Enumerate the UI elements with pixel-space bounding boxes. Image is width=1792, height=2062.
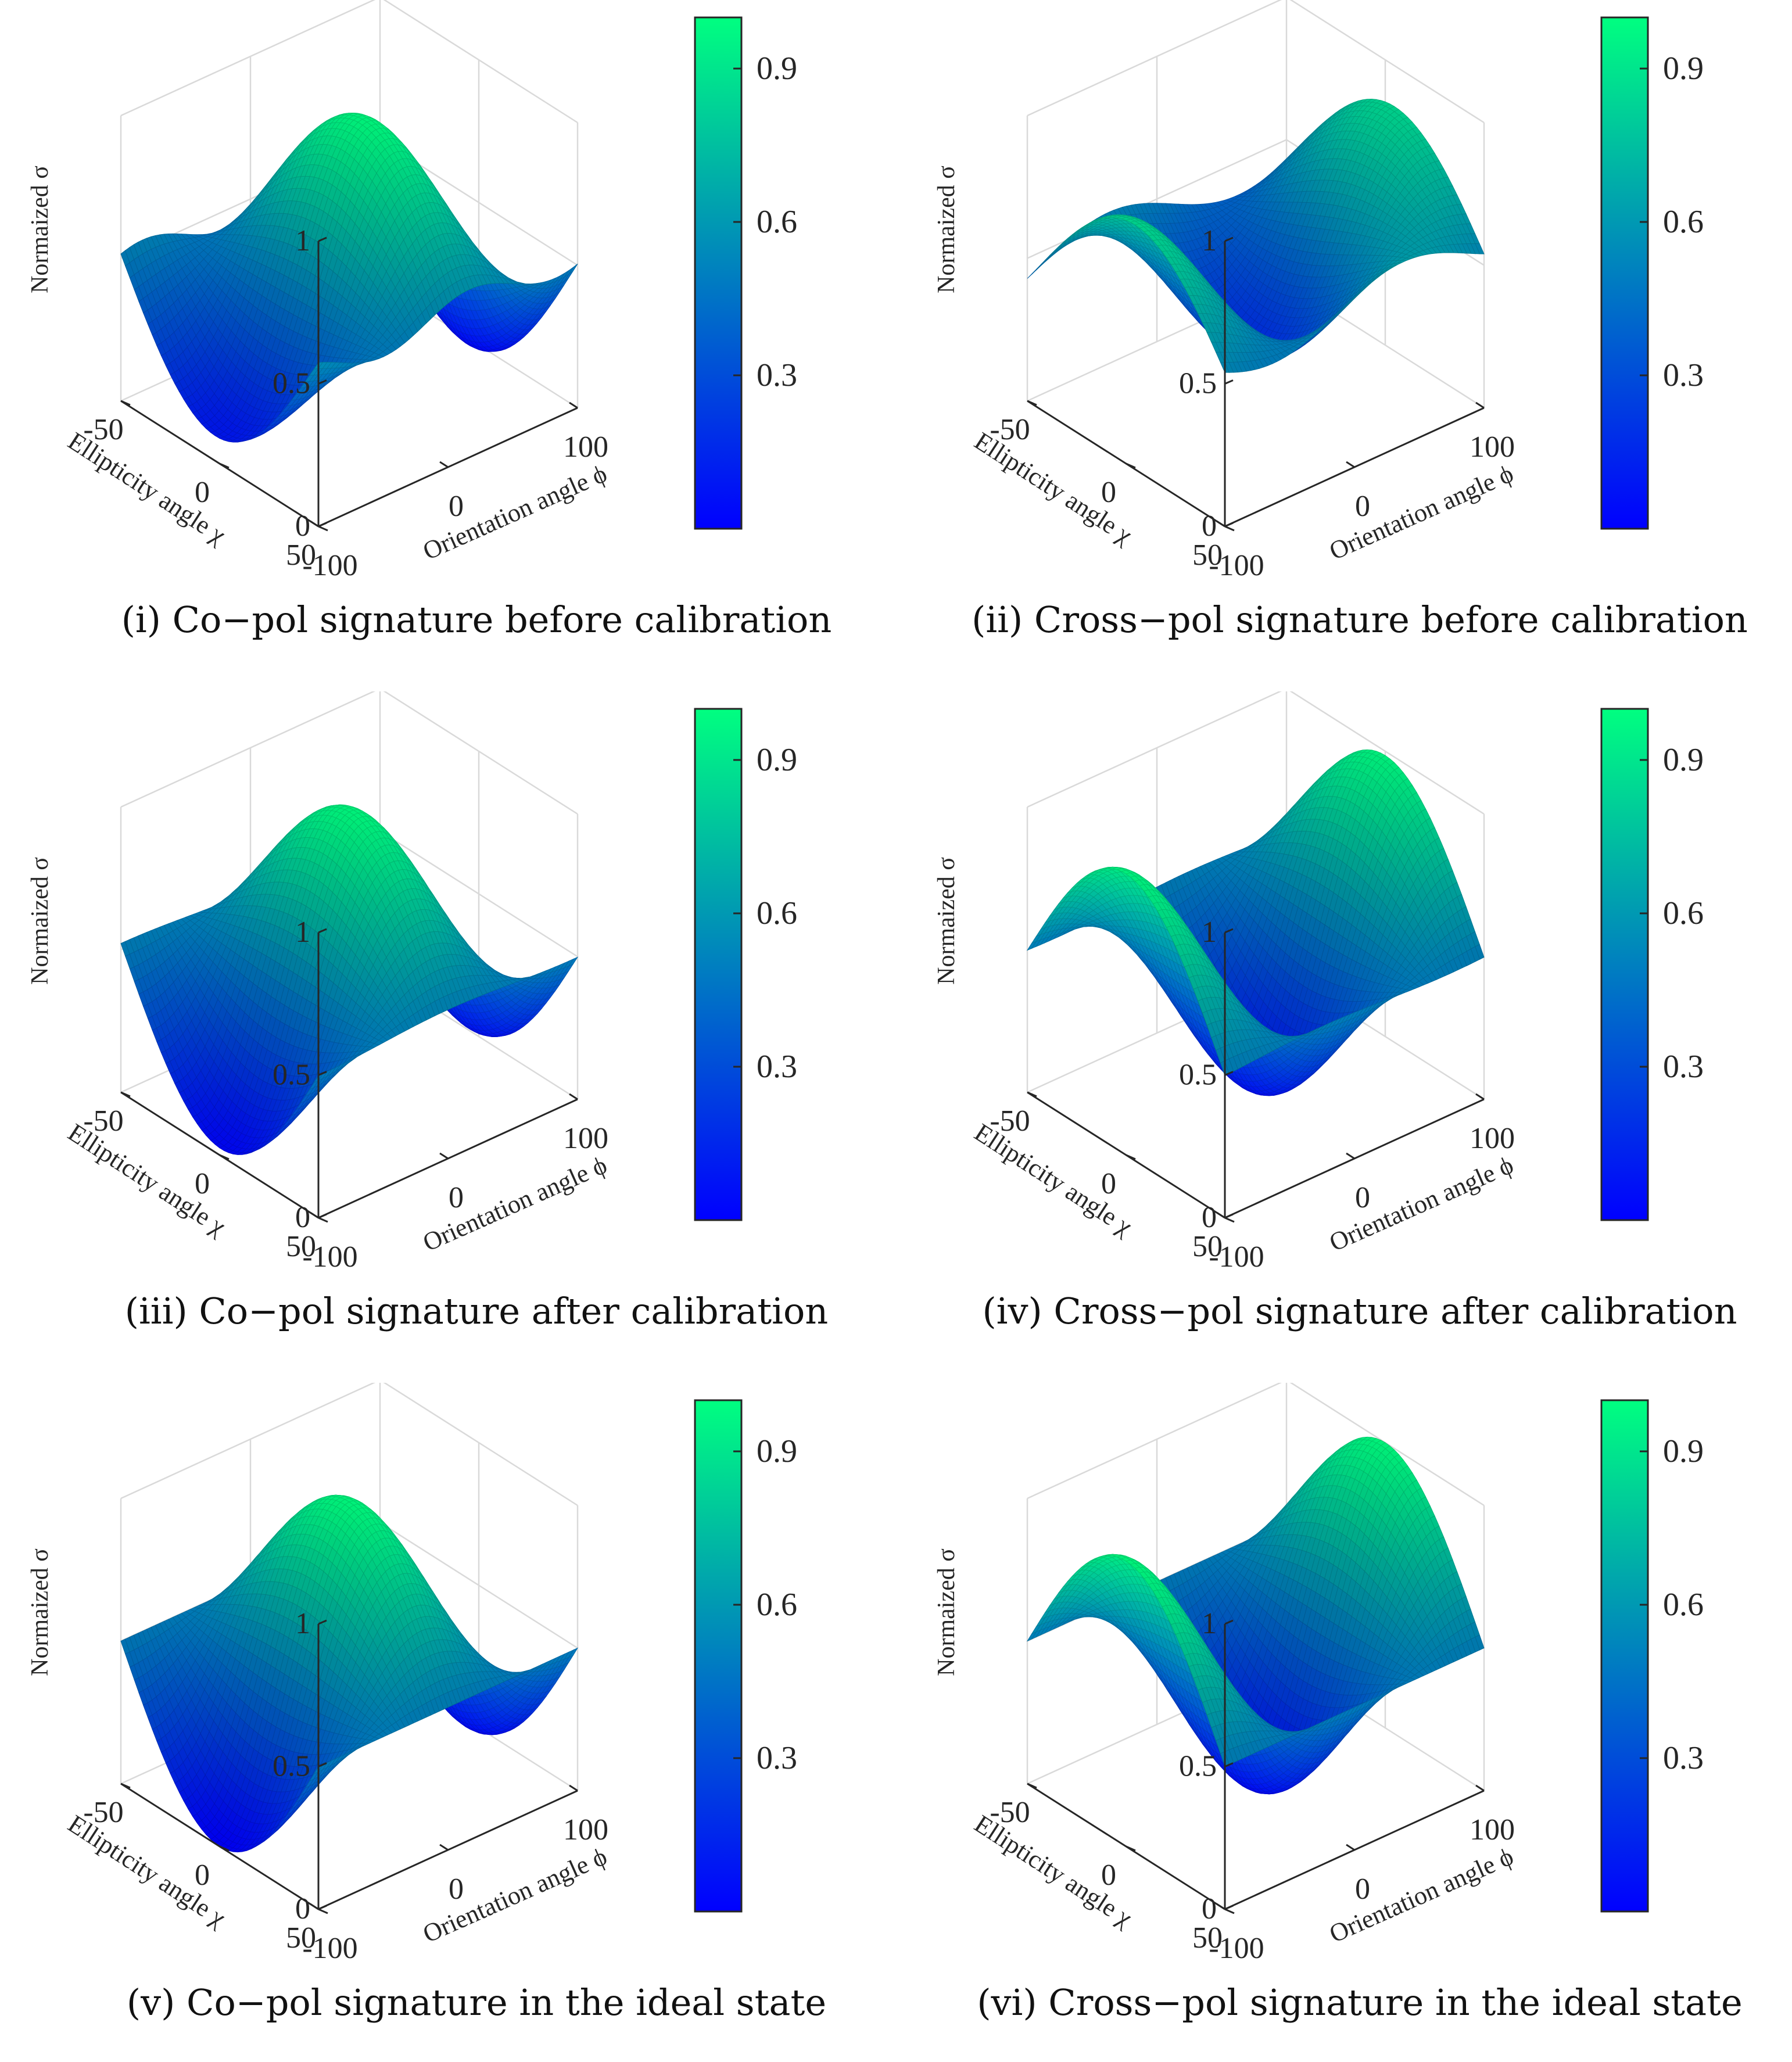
x-tick: [439, 461, 449, 468]
y-tick-label: -50: [83, 413, 123, 446]
z-axis-label: Normaized σ: [27, 166, 53, 293]
x-tick-label: 100: [563, 431, 608, 464]
surface-patch: [568, 263, 578, 275]
z-tick-label: 0: [295, 510, 310, 543]
colorbar-tick-label: 0.6: [757, 204, 797, 240]
z-tick: [318, 522, 327, 528]
y-tick-label: 50: [286, 539, 316, 572]
x-tick: [569, 401, 578, 409]
x-tick-label: -100: [302, 549, 357, 582]
surface-mesh: [120, 113, 578, 443]
y-tick-label: 0: [195, 476, 210, 509]
z-tick-label: 0.5: [273, 367, 310, 400]
y-tick: [318, 525, 328, 532]
z-tick-label: 1: [295, 224, 310, 257]
panel-caption: (i) Co−pol signature before calibration: [121, 598, 832, 641]
x-axis-label: Orientation angle ϕ: [418, 459, 611, 565]
z-tick: [318, 379, 327, 385]
x-tick-label: 0: [449, 490, 464, 523]
x-tick: [310, 520, 319, 528]
z-tick: [318, 236, 327, 242]
y-tick: [219, 462, 230, 469]
surface-mesh: [1027, 99, 1485, 373]
colorbar-tick-label: 0.3: [757, 357, 797, 393]
colorbar: [694, 16, 743, 530]
y-tick: [120, 400, 131, 406]
colorbar-tick-label: 0.9: [757, 51, 797, 87]
